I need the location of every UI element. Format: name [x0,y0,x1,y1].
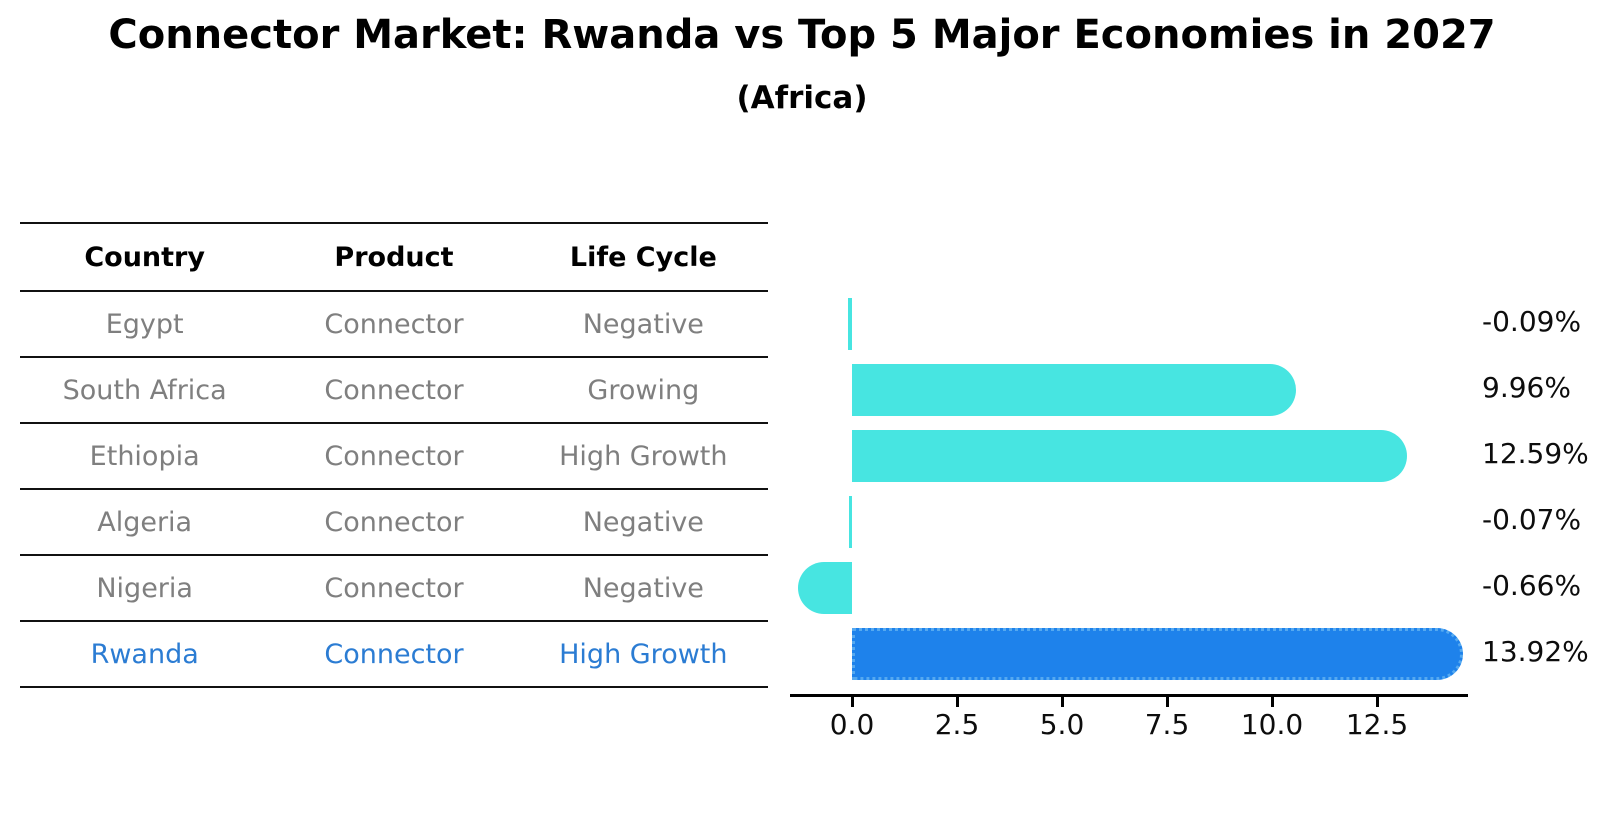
x-tick [1376,697,1379,707]
table-header-row: Country Product Life Cycle [20,224,768,292]
header-cell-product: Product [334,241,454,273]
cell-country: Rwanda [90,638,199,670]
bar-south-africa [852,364,1297,416]
x-tick [1271,697,1274,707]
cell-country: Nigeria [96,572,193,604]
table-row-nigeria: Nigeria Connector Negative [20,556,768,622]
cell-country: Ethiopia [89,440,200,472]
cell-life-cycle: Negative [582,572,704,604]
table-row-ethiopia: Ethiopia Connector High Growth [20,424,768,490]
table-row-south-africa: South Africa Connector Growing [20,358,768,424]
x-tick-label: 12.5 [1345,708,1409,741]
x-tick [1061,697,1064,707]
x-tick [1166,697,1169,707]
cell-product: Connector [324,638,464,670]
x-tick-label: 10.0 [1240,708,1304,741]
value-label-nigeria: -0.66% [1482,569,1582,602]
value-label-algeria: -0.07% [1482,503,1582,536]
header-cell-country: Country [84,241,205,273]
table-row-egypt: Egypt Connector Negative [20,292,768,358]
data-table: Country Product Life Cycle Egypt Connect… [20,222,768,688]
value-label-rwanda: 13.92% [1482,635,1589,668]
cell-product: Connector [324,506,464,538]
cell-life-cycle: Negative [582,506,704,538]
x-tick-label: 0.0 [829,708,875,741]
x-tick [956,697,959,707]
cell-life-cycle: Growing [587,374,700,406]
cell-life-cycle: High Growth [559,638,728,670]
page-subtitle: (Africa) [736,80,868,116]
cell-life-cycle: High Growth [559,440,728,472]
x-tick-label: 2.5 [934,708,980,741]
header-cell-life-cycle: Life Cycle [569,241,717,273]
cell-product: Connector [324,572,464,604]
bar-nigeria [798,562,852,614]
cell-product: Connector [324,308,464,340]
bar-ethiopia [852,430,1407,482]
value-label-south-africa: 9.96% [1482,371,1571,404]
x-axis-line [790,694,1468,697]
page-title: Connector Market: Rwanda vs Top 5 Major … [108,12,1496,58]
x-tick [851,697,854,707]
x-tick-label: 5.0 [1039,708,1085,741]
cell-product: Connector [324,374,464,406]
table-row-rwanda: Rwanda Connector High Growth [20,622,768,688]
bar-egypt [848,298,852,350]
x-tick-label: 7.5 [1144,708,1190,741]
table-row-algeria: Algeria Connector Negative [20,490,768,556]
cell-product: Connector [324,440,464,472]
cell-country: Egypt [105,308,184,340]
value-label-ethiopia: 12.59% [1482,437,1589,470]
value-label-egypt: -0.09% [1482,305,1582,338]
cell-country: Algeria [97,506,193,538]
bar-algeria [849,496,852,548]
bar-rwanda [852,628,1463,680]
cell-country: South Africa [62,374,227,406]
cell-life-cycle: Negative [582,308,704,340]
